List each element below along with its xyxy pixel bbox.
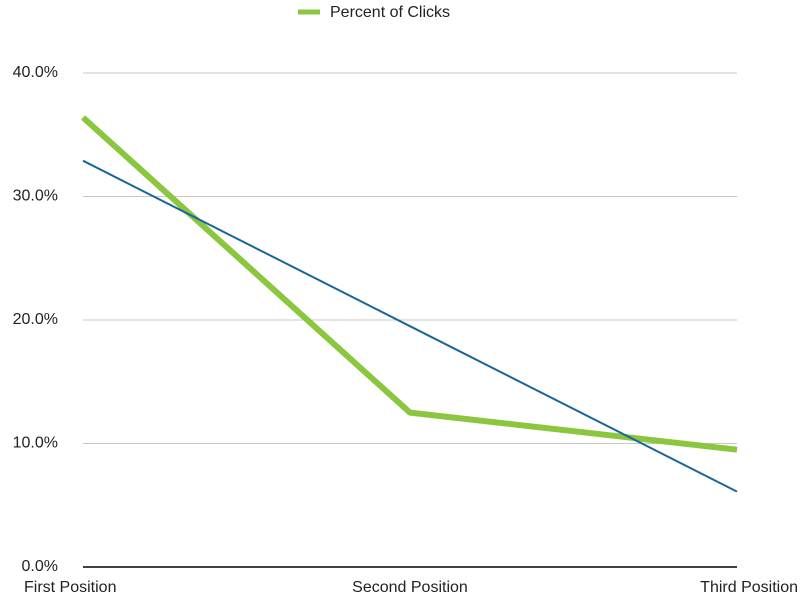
series-line	[80, 115, 738, 453]
x-tick-label: Third Position	[700, 579, 798, 596]
y-tick-label: 0.0%	[22, 558, 58, 575]
x-tick-label: First Position	[24, 579, 116, 596]
y-tick-label: 10.0%	[13, 435, 58, 452]
y-tick-label: 30.0%	[13, 188, 58, 205]
y-tick-label: 20.0%	[13, 311, 58, 328]
x-tick-label: Second Position	[352, 579, 468, 596]
legend-label: Percent of Clicks	[330, 4, 450, 21]
trend-line	[82, 159, 738, 493]
y-tick-label: 40.0%	[13, 64, 58, 81]
